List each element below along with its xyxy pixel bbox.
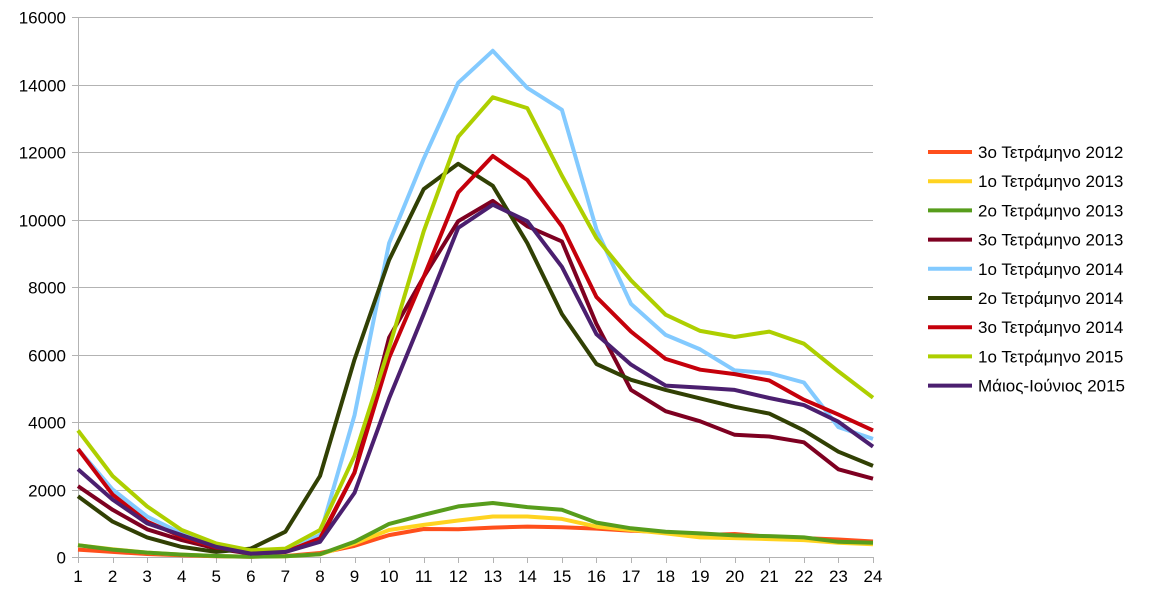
- legend-label: 2ο Τετράμηνο 2014: [978, 289, 1123, 308]
- x-tick-label: 8: [315, 567, 324, 586]
- x-tick-label: 4: [177, 567, 186, 586]
- gridlines: [72, 17, 874, 563]
- series-line: [77, 501, 874, 559]
- series-line: [76, 161, 874, 554]
- x-tick-label: 24: [864, 567, 883, 586]
- legend-label: 1ο Τετράμηνο 2013: [978, 172, 1123, 191]
- x-tick-label: 5: [212, 567, 221, 586]
- legend: 3ο Τετράμηνο 2012 1ο Τετράμηνο 2013 2ο Τετ…: [928, 143, 1125, 396]
- x-tick-label: 2: [108, 567, 117, 586]
- x-tick-label: 15: [552, 567, 571, 586]
- x-tick-label: 10: [380, 567, 399, 586]
- y-tick-label: 8000: [28, 279, 66, 298]
- legend-label: 2ο Τετράμηνο 2013: [978, 201, 1123, 220]
- x-tick-label: 17: [622, 567, 641, 586]
- y-tick-label: 6000: [28, 347, 66, 366]
- x-tick-label: 20: [725, 567, 744, 586]
- x-tick-label: 21: [760, 567, 779, 586]
- legend-label: 3ο Τετράμηνο 2012: [978, 143, 1123, 162]
- series-line: [76, 95, 875, 553]
- legend-label: 1ο Τετράμηνο 2015: [978, 347, 1123, 366]
- x-tick-label: 16: [587, 567, 606, 586]
- x-tick-label: 7: [281, 567, 290, 586]
- x-tick-label: 1: [73, 567, 82, 586]
- x-tick-label: 13: [483, 567, 502, 586]
- x-tick-label: 19: [691, 567, 710, 586]
- legend-label: Μάιος-Ιούνιος 2015: [978, 377, 1125, 396]
- x-tick-label: 3: [142, 567, 151, 586]
- y-tick-label: 2000: [28, 482, 66, 501]
- series-lines: [76, 48, 875, 559]
- x-tick-label: 14: [518, 567, 537, 586]
- legend-label: 1ο Τετράμηνο 2014: [978, 260, 1123, 279]
- legend-label: 3ο Τετράμηνο 2014: [978, 318, 1123, 337]
- y-tick-labels: 0 2000 4000 6000 8000 10000 12000 14000 16000: [19, 9, 66, 568]
- x-tick-label: 22: [794, 567, 813, 586]
- x-tick-label: 18: [656, 567, 675, 586]
- y-tick-label: 16000: [19, 9, 66, 28]
- series-line: [76, 48, 874, 553]
- x-tick-labels: 1 2 3 4 5 6 7 8 9 10 11 12 13 14 15 16 17 18 19 20 21 22 23 24: [73, 567, 882, 586]
- x-tick-label: 9: [350, 567, 359, 586]
- y-tick-label: 10000: [19, 212, 66, 231]
- y-tick-label: 4000: [28, 414, 66, 433]
- y-tick-label: 12000: [19, 144, 66, 163]
- y-tick-label: 14000: [19, 77, 66, 96]
- x-tick-label: 12: [449, 567, 468, 586]
- series-line: [76, 202, 875, 556]
- x-tick-label: 6: [246, 567, 255, 586]
- x-tick-label: 11: [415, 567, 433, 586]
- legend-label: 3ο Τετράμηνο 2013: [978, 231, 1123, 250]
- y-tick-label: 0: [57, 549, 66, 568]
- x-tick-label: 23: [829, 567, 848, 586]
